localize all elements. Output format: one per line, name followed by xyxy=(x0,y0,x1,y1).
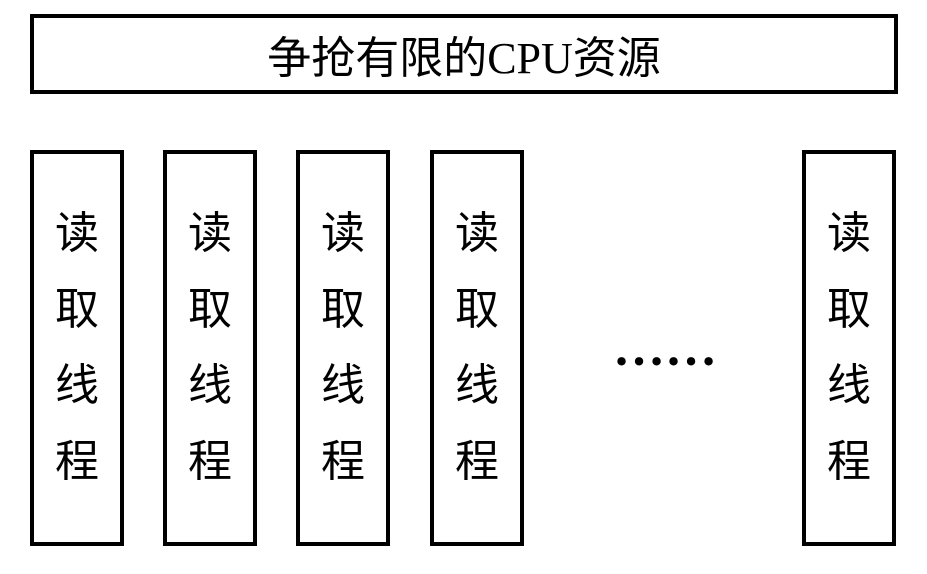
thread-label: 读取线程 xyxy=(455,196,499,500)
header-title: 争抢有限的CPU资源 xyxy=(267,22,661,86)
thread-box-2: 读取线程 xyxy=(163,150,257,546)
thread-box-3: 读取线程 xyxy=(296,150,390,546)
thread-label: 读取线程 xyxy=(827,196,871,500)
thread-box-4: 读取线程 xyxy=(430,150,524,546)
thread-label: 读取线程 xyxy=(321,196,365,500)
header-box: 争抢有限的CPU资源 xyxy=(30,14,898,94)
thread-label: 读取线程 xyxy=(55,196,99,500)
ellipsis-icon: …… xyxy=(570,322,760,374)
thread-box-5: 读取线程 xyxy=(802,150,896,546)
thread-box-1: 读取线程 xyxy=(30,150,124,546)
thread-label: 读取线程 xyxy=(188,196,232,500)
diagram-canvas: { "background_color": "#ffffff", "border… xyxy=(0,0,927,574)
